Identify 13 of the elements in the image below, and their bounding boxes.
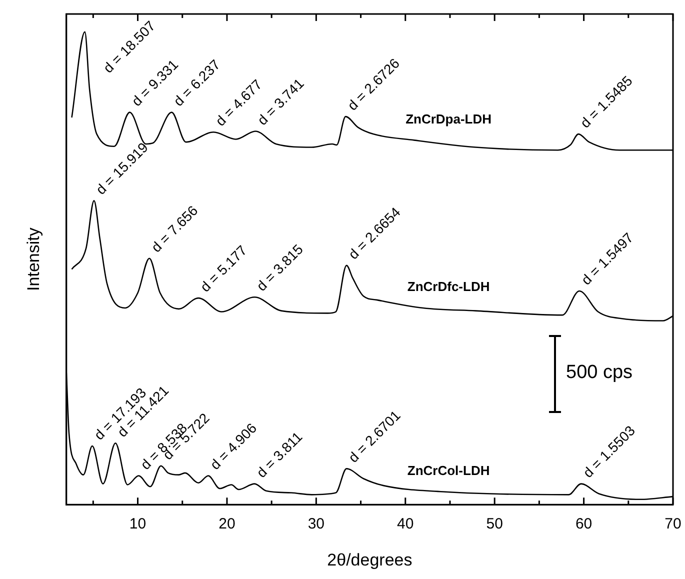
x-tick-label: 20 [218,516,236,533]
y-axis-title: Intensity [24,227,43,291]
series-label: ZnCrDfc-LDH [407,279,490,294]
annotation: 500 cps [566,362,633,384]
x-tick-label: 70 [664,516,682,533]
x-tick-label: 10 [129,516,146,533]
x-tick-label: 50 [486,516,503,533]
series-label: ZnCrDpa-LDH [406,111,492,126]
x-axis-title: 2θ/degrees [327,550,412,570]
x-tick-label: 60 [575,516,592,533]
x-tick-label: 40 [397,516,414,533]
x-tick-label: 30 [308,516,325,533]
series-label: ZnCrCol-LDH [407,462,490,478]
